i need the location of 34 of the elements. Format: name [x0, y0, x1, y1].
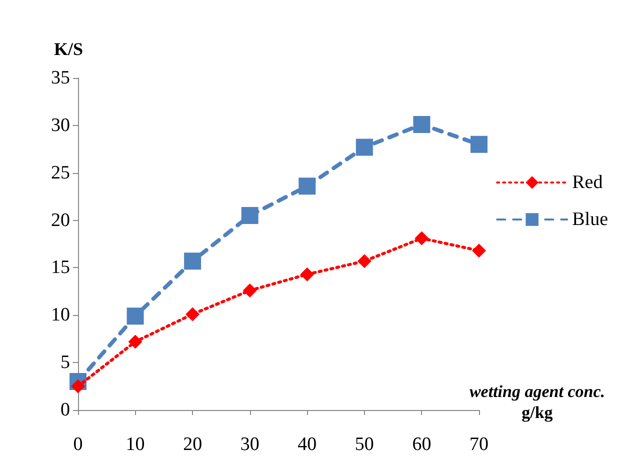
point [413, 116, 430, 133]
y-tick-label: 15 [51, 257, 70, 278]
point [186, 307, 200, 322]
y-tick-label: 20 [51, 210, 70, 231]
point [300, 267, 314, 282]
point [470, 136, 488, 153]
x-tick-label: 30 [240, 434, 260, 455]
x-tick-label: 60 [412, 434, 432, 455]
point [126, 308, 144, 325]
y-tick-label: 35 [51, 68, 70, 88]
y-tick-label: 30 [51, 114, 70, 136]
legend-label: Blue [572, 209, 608, 230]
y-tick-label: 25 [51, 162, 70, 184]
x-tick-label: 20 [183, 434, 202, 455]
y-tick-label: 0 [60, 400, 70, 420]
legend-label: Red [572, 172, 604, 193]
x-tick-label: 10 [126, 434, 145, 455]
point [472, 244, 486, 258]
point [298, 178, 316, 195]
point [356, 138, 373, 156]
y-tick-label: 10 [51, 304, 70, 326]
point [242, 283, 257, 298]
y-axis-title: K/S [54, 39, 83, 59]
point [414, 231, 429, 246]
x-axis-title: wetting agent conc. g/kg [469, 382, 605, 422]
point [241, 207, 258, 224]
point [357, 254, 372, 268]
point [71, 379, 85, 394]
y-tick-label: 5 [60, 352, 70, 374]
point [184, 252, 202, 270]
x-tick-label: 50 [354, 434, 374, 455]
x-tick-label: 40 [298, 434, 317, 455]
x-tick-label: 70 [470, 434, 488, 455]
point [128, 334, 142, 349]
